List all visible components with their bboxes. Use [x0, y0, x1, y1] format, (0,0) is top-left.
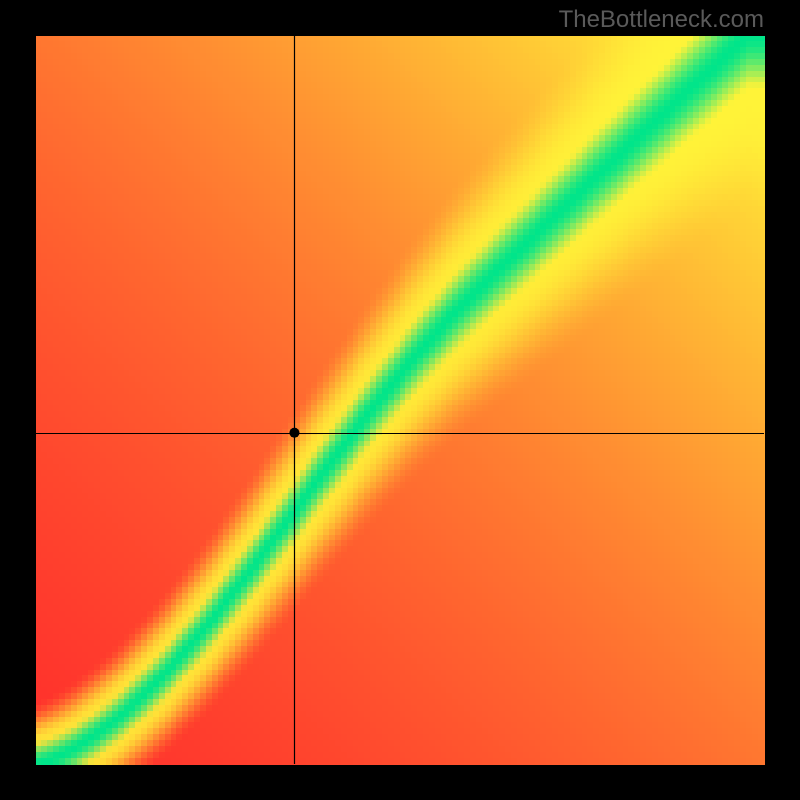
watermark-text: TheBottleneck.com: [559, 6, 764, 34]
bottleneck-heatmap: [0, 0, 800, 800]
